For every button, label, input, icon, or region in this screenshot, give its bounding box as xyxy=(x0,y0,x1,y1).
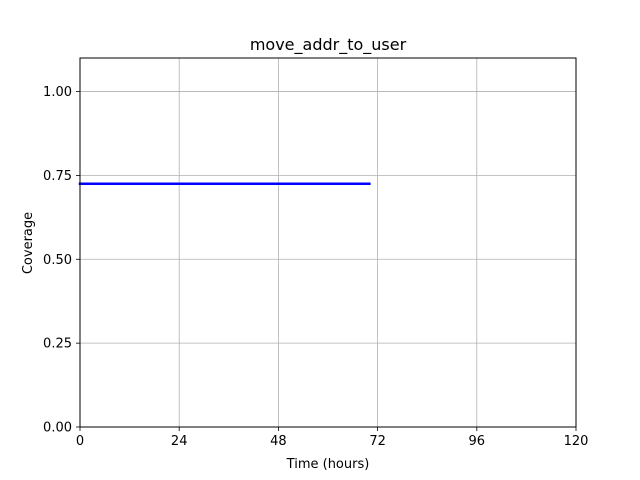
y-tick-label: 0.50 xyxy=(43,253,72,268)
plot-frame xyxy=(79,57,577,428)
y-tick-label: 0.00 xyxy=(43,421,72,436)
y-tick-label: 1.00 xyxy=(43,85,72,100)
grid-layer xyxy=(79,58,577,428)
tick-layer: 0 24 48 72 96 120 0.00 0.25 0.50 0.75 1.00 xyxy=(43,85,588,449)
x-tick-label: 72 xyxy=(369,434,386,449)
x-tick-label: 24 xyxy=(171,434,188,449)
x-tick-label: 48 xyxy=(270,434,287,449)
chart-title: move_addr_to_user xyxy=(250,35,407,55)
y-axis-label: Coverage xyxy=(21,212,36,274)
y-tick-label: 0.75 xyxy=(43,169,72,184)
x-tick-label: 120 xyxy=(564,434,589,449)
x-tick-label: 96 xyxy=(469,434,486,449)
y-tick-label: 0.25 xyxy=(43,337,72,352)
x-axis-label: Time (hours) xyxy=(286,457,370,472)
x-tick-label: 0 xyxy=(76,434,84,449)
